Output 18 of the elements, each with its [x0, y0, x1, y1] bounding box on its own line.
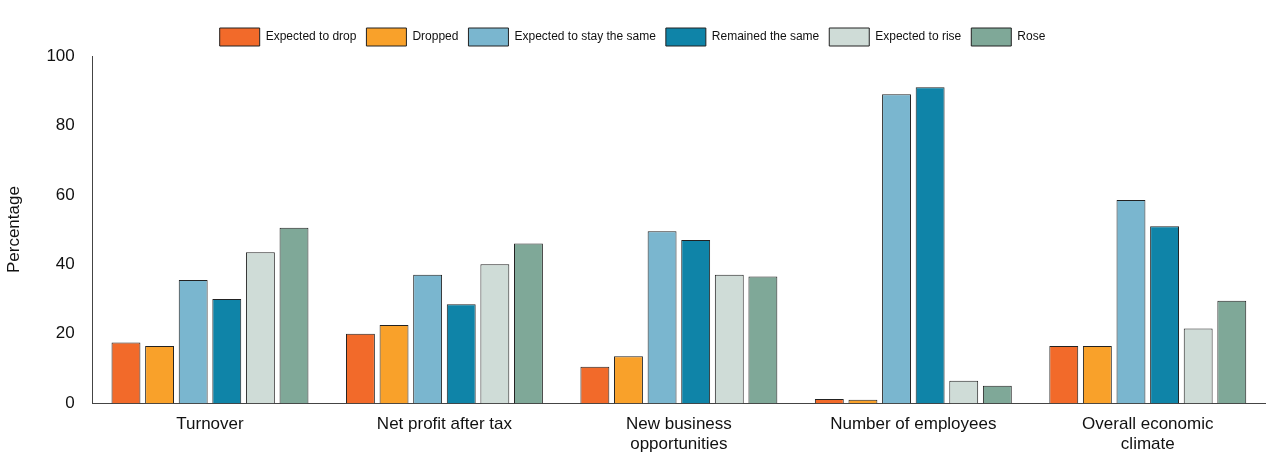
legend-label: Expected to rise [875, 29, 962, 44]
y-tick-label: 0 [65, 392, 75, 412]
legend-label: Expected to stay the same [514, 29, 657, 44]
legend-label: Dropped [412, 29, 459, 44]
y-tick-label: 60 [55, 184, 75, 204]
x-tick-label: New business opportunities [625, 414, 732, 454]
y-tick-label: 40 [55, 254, 75, 274]
y-axis-title: Percentage [3, 186, 23, 274]
x-tick-label: Overall economic climate [1082, 414, 1214, 454]
y-tick-label: 100 [46, 45, 75, 65]
x-tick-label: Turnover [176, 414, 245, 434]
x-tick-label: Net profit after tax [376, 414, 513, 434]
legend-label: Rose [1017, 29, 1046, 44]
y-tick-label: 80 [55, 115, 75, 135]
y-tick-label: 20 [55, 323, 75, 343]
legend-label: Remained the same [711, 29, 820, 44]
x-tick-label: Number of employees [830, 414, 997, 434]
legend-label: Expected to drop [265, 29, 357, 44]
